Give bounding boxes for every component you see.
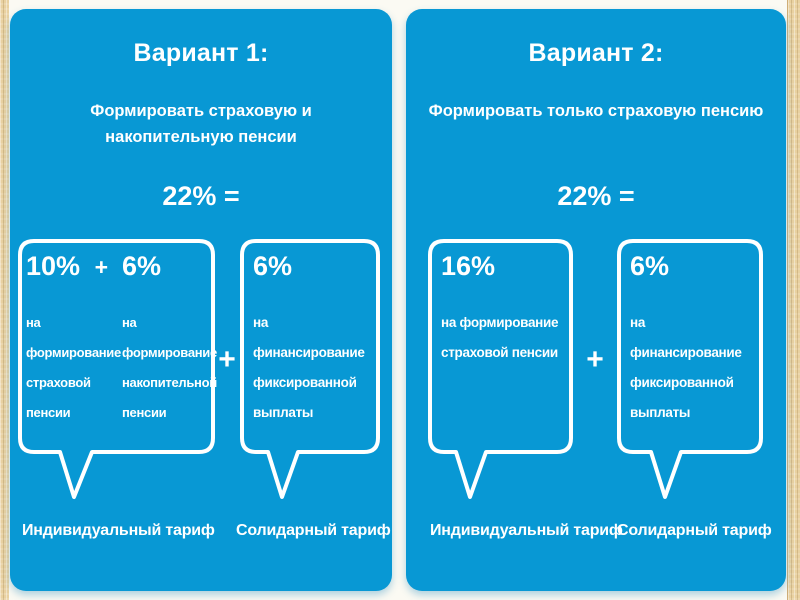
percent-value: 6% — [122, 251, 162, 281]
insurance-share-column: 10% + на формирование страховой пенсии — [26, 251, 122, 428]
funded-share-column: 6% на формирование накопительной пенсии — [122, 251, 217, 428]
percent-description: на формирование страховой пенсии — [441, 315, 559, 360]
variant-1-subtitle: Формировать страховую и накопительную пе… — [90, 102, 312, 146]
plus-sign: + — [586, 343, 604, 376]
variant-2-panel: Вариант 2: Формировать только страховую … — [406, 9, 786, 591]
percent-description: на формирование накопительной пенсии — [122, 315, 217, 420]
percent-value: 6% — [253, 251, 293, 281]
variant-2-subtitle: Формировать только страховую пенсию — [428, 102, 764, 120]
variant-2-total-rate: 22% = — [557, 181, 635, 211]
variant-2-title: Вариант 2: — [528, 39, 664, 67]
solidary-tariff-label: Солидарный тариф — [617, 522, 772, 539]
individual-tariff-label: Индивидуальный тариф — [430, 522, 623, 539]
variant-1-total-rate: 22% = — [162, 181, 240, 211]
variant-1-panel: Вариант 1: Формировать страховую и накоп… — [10, 9, 392, 591]
percent-value: 6% — [630, 251, 670, 281]
solidary-tariff-callout: 6% на финансирование фиксированной выпла… — [617, 239, 763, 499]
percent-description: на финансирование фиксированной выплаты — [630, 315, 742, 420]
percent-value: 16% — [441, 251, 496, 281]
individual-tariff-callout: 16% на формирование страховой пенсии — [428, 239, 573, 499]
page-edge-texture-left — [0, 0, 9, 600]
solidary-tariff-callout: 6% на финансирование фиксированной выпла… — [240, 239, 380, 499]
plus-sign: + — [218, 343, 236, 376]
variant-1-title: Вариант 1: — [133, 39, 269, 67]
plus-sign: + — [94, 254, 108, 280]
individual-tariff-label: Индивидуальный тариф — [22, 522, 215, 539]
percent-description: на финансирование фиксированной выплаты — [253, 315, 365, 420]
solidary-tariff-label: Солидарный тариф — [236, 522, 391, 539]
page-edge-texture-right — [787, 0, 800, 600]
percent-description: на формирование страховой пенсии — [26, 315, 121, 420]
percent-value: 10% — [26, 251, 81, 281]
individual-tariff-callout: 10% + на формирование страховой пенсии 6… — [18, 239, 217, 499]
